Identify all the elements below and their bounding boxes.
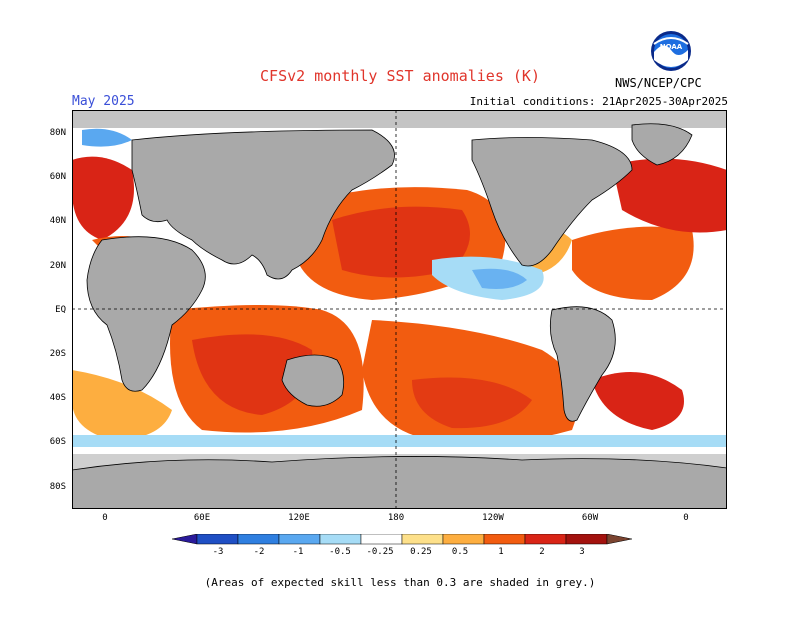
land bbox=[72, 123, 727, 509]
colorbar-tick: -3 bbox=[212, 547, 224, 557]
lat-label-eq: EQ bbox=[55, 305, 66, 315]
colorbar-tick: -0.25 bbox=[366, 547, 394, 557]
colorbar-tick: -2 bbox=[253, 547, 265, 557]
lat-label-80s: 80S bbox=[49, 482, 66, 492]
colorbar-segment bbox=[278, 534, 321, 545]
colorbar-segment bbox=[360, 534, 403, 545]
colorbar-tick: -0.5 bbox=[329, 547, 351, 557]
colorbar-arrow-high bbox=[606, 534, 632, 545]
colorbar-tick: 1 bbox=[498, 547, 504, 557]
lon-label-120w: 120W bbox=[482, 513, 504, 523]
colorbar-segment bbox=[483, 534, 526, 545]
colorbar-arrow-low bbox=[172, 534, 198, 545]
lon-label-60w: 60W bbox=[581, 513, 599, 523]
lat-label-20n: 20N bbox=[49, 261, 66, 271]
colorbar-segment bbox=[196, 534, 239, 545]
lat-label-60n: 60N bbox=[49, 172, 66, 182]
colorbar-segment bbox=[524, 534, 567, 545]
colorbar-segment bbox=[237, 534, 280, 545]
lon-label-60e: 60E bbox=[193, 513, 211, 523]
colorbar-tick: -1 bbox=[292, 547, 304, 557]
lon-label-180: 180 bbox=[387, 513, 405, 523]
sst-anomaly-map bbox=[72, 110, 727, 509]
lat-label-80n: 80N bbox=[49, 128, 66, 138]
colorbar-segment bbox=[401, 534, 444, 545]
lat-label-20s: 20S bbox=[49, 349, 66, 359]
lon-label-0-east: 0 bbox=[683, 513, 689, 523]
chart-title: CFSv2 monthly SST anomalies (K) bbox=[260, 67, 540, 85]
colorbar-tick: 0.25 bbox=[410, 547, 432, 557]
agency-label: NWS/NCEP/CPC bbox=[615, 76, 702, 90]
map-frame bbox=[72, 110, 727, 509]
forecast-month: May 2025 bbox=[72, 94, 135, 109]
colorbar-segment bbox=[442, 534, 485, 545]
initial-conditions: Initial conditions: 21Apr2025-30Apr2025 bbox=[469, 95, 728, 108]
lat-label-60s: 60S bbox=[49, 437, 66, 447]
colorbar bbox=[172, 534, 632, 545]
lat-label-40s: 40S bbox=[49, 393, 66, 403]
colorbar-segment bbox=[565, 534, 608, 545]
colorbar-tick: 3 bbox=[579, 547, 585, 557]
colorbar-tick: 0.5 bbox=[451, 547, 469, 557]
lat-label-40n: 40N bbox=[49, 216, 66, 226]
logo-text: NOAA bbox=[660, 43, 683, 51]
lon-label-120e: 120E bbox=[288, 513, 310, 523]
colorbar-segment bbox=[319, 534, 362, 545]
colorbar-tick: 2 bbox=[539, 547, 545, 557]
skill-footnote: (Areas of expected skill less than 0.3 a… bbox=[204, 576, 596, 589]
lon-label-0: 0 bbox=[102, 513, 108, 523]
noaa-logo-icon: NOAA bbox=[651, 31, 691, 71]
